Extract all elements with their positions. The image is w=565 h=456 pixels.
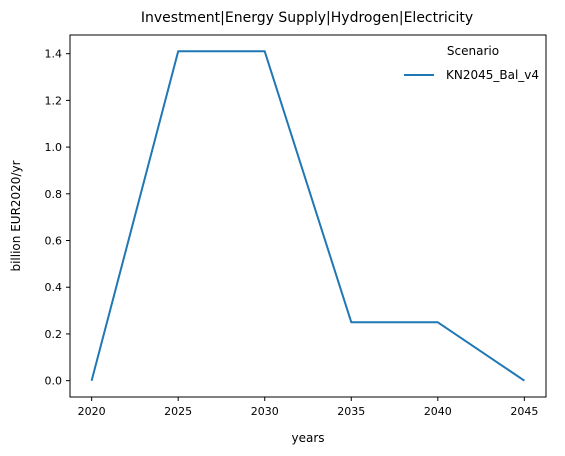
y-axis-label: billion EUR2020/yr	[9, 160, 23, 271]
y-tick-label: 0.8	[45, 188, 63, 201]
x-axis-label: years	[291, 431, 324, 445]
x-tick-label: 2020	[78, 405, 106, 418]
y-tick-label: 0.0	[45, 375, 63, 388]
y-axis: 0.0 0.2 0.4 0.6 0.8 1.0 1.2 1.4	[45, 48, 70, 388]
y-tick-label: 1.4	[45, 48, 63, 61]
series-line	[90, 50, 525, 382]
x-axis: 2020 2025 2030 2035 2040 2045	[78, 397, 538, 418]
plot-frame	[69, 34, 547, 398]
x-tick-label: 2035	[337, 405, 365, 418]
chart-title: Investment|Energy Supply|Hydrogen|Electr…	[141, 10, 473, 26]
legend: Scenario KN2045_Bal_v4	[404, 44, 539, 82]
y-tick-label: 0.6	[45, 235, 63, 248]
x-tick-label: 2040	[424, 405, 452, 418]
x-tick-label: 2025	[164, 405, 192, 418]
y-tick-label: 0.2	[45, 328, 63, 341]
legend-entry-label: KN2045_Bal_v4	[446, 68, 539, 82]
x-tick-label: 2030	[251, 405, 279, 418]
series-layer	[90, 50, 525, 382]
y-tick-label: 1.2	[45, 94, 63, 107]
y-tick-label: 1.0	[45, 141, 63, 154]
legend-title: Scenario	[447, 44, 499, 58]
x-tick-label: 2045	[510, 405, 538, 418]
y-tick-label: 0.4	[45, 281, 63, 294]
